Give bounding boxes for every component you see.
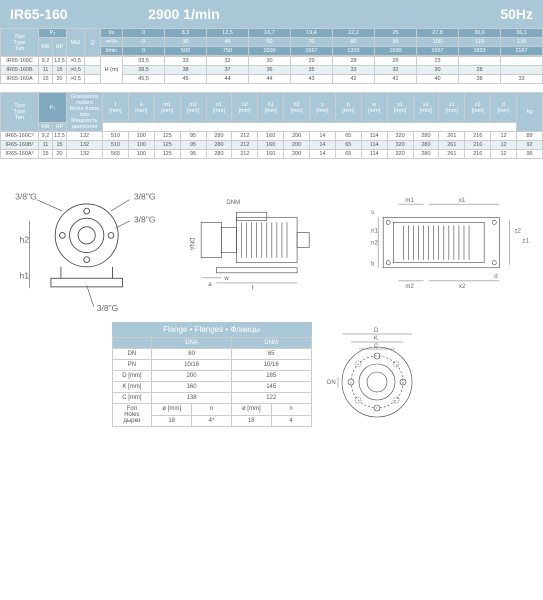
svg-text:m1: m1 [406,198,415,204]
table-row: IR65-160A²1520132 5651001259528021216020… [1,150,543,159]
frame-header: Grandezza motore Motor frame size Мощнос… [67,93,103,132]
performance-table: Tipo Type Тип P₂ MEI Q l/s 08,312,516,71… [0,28,543,84]
table-row: IR65-160B1115>0,5 38,53837363533323028 [1,66,543,75]
svg-text:C: C [374,344,379,350]
flange-section: Flange • Flanges • Фланцы DNADNM DN8065 … [0,318,543,436]
svg-text:z2: z2 [515,228,522,234]
model-code: IR65-160 [10,6,68,22]
h-label: H (m) [101,57,123,84]
table-row: IR65-160C²9,212,5132 5101001259528021216… [1,132,543,141]
q-header: Q [85,29,101,57]
ls-unit: l/s [101,29,123,38]
speed-label: 2900 1/min [68,6,301,22]
flange-table-wrap: Flange • Flanges • Фланцы DNADNM DN8065 … [112,322,312,432]
table-row: IR65-160C9,212,5>0,5 H (m) 33,5333230292… [1,57,543,66]
p2-header: P₂ [39,29,67,38]
svg-text:3/8"G: 3/8"G [97,303,119,313]
svg-text:3/8"G: 3/8"G [134,192,156,202]
svg-text:K: K [374,336,378,342]
svg-text:d: d [495,274,498,280]
svg-text:D: D [374,328,379,334]
table-row: IR65-160A1520>0,5 45,5454444434241403833 [1,75,543,84]
flange-drawing: D K C DN [322,322,432,432]
svg-text:f: f [251,286,253,292]
table-row: IR65-160B²1115132 5101001259528021216020… [1,141,543,150]
mei-header: MEI [67,29,85,57]
type-header: Tipo Type Тип [1,29,39,57]
hp-header: HP [53,38,67,57]
front-view-drawing: 3/8"G 3/8"G 3/8"G 3/8"G h2 h1 [8,171,180,314]
svg-text:n1: n1 [371,228,378,234]
svg-text:z1: z1 [523,239,530,245]
lmin-unit: l/min [101,47,123,56]
svg-text:x1: x1 [459,198,466,204]
p1-header: P₁ [39,93,67,123]
svg-text:x2: x2 [459,284,466,290]
performance-table-wrap: Tipo Type Тип P₂ MEI Q l/s 08,312,516,71… [0,28,543,84]
svg-text:DN: DN [327,380,336,386]
svg-text:3/8"G: 3/8"G [134,214,156,224]
svg-text:n2: n2 [371,241,378,247]
freq-label: 50Hz [300,6,533,22]
svg-text:b: b [371,262,375,268]
technical-drawings: 3/8"G 3/8"G 3/8"G 3/8"G h2 h1 DNM DNA f … [0,167,543,318]
svg-text:DNA: DNA [188,237,194,251]
kg-header: kg [517,93,543,132]
svg-text:3/8"G: 3/8"G [15,192,37,202]
svg-text:m2: m2 [406,284,415,290]
svg-text:h1: h1 [19,270,29,280]
dimensions-table-wrap: Tipo Type Тип P₁ Grandezza motore Motor … [0,92,543,159]
svg-text:a: a [208,282,212,288]
flange-table: DNADNM DN8065 PN10/1610/16 D [mm]200185 … [112,337,312,427]
dimensions-table: Tipo Type Тип P₁ Grandezza motore Motor … [0,92,543,159]
kw-header: kW [39,38,53,57]
type-header2: Tipo Type Тип [1,93,39,132]
svg-text:s: s [371,210,374,216]
svg-text:h2: h2 [19,235,29,245]
top-view-drawing: m1 x1 s n1 n2 b z2 z1 m2 x2 d [363,171,535,314]
svg-text:w: w [223,276,229,282]
page-header: IR65-160 2900 1/min 50Hz [0,0,543,28]
flange-title: Flange • Flanges • Фланцы [112,322,312,337]
side-view-drawing: DNM DNA f a w [186,171,358,314]
svg-text:DNM: DNM [226,200,240,206]
m3h-unit: m³/h [101,38,123,47]
